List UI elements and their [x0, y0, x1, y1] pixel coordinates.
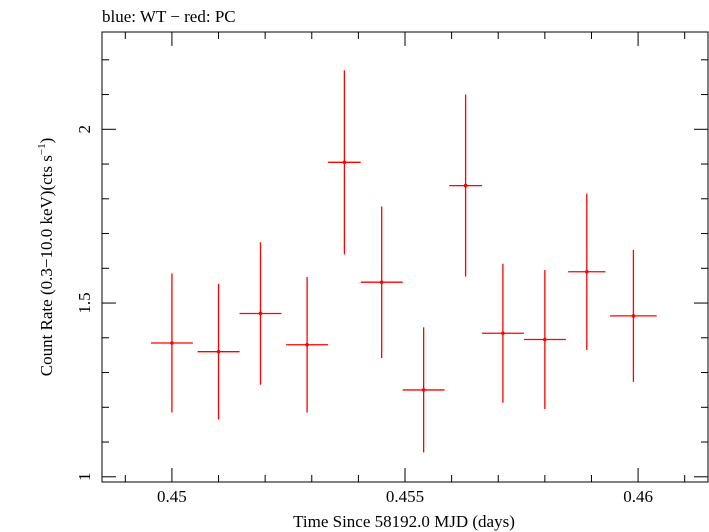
point-marker	[342, 160, 347, 165]
point-marker	[170, 341, 174, 345]
point-marker	[631, 314, 636, 318]
x-axis-label: Time Since 58192.0 MJD (days)	[293, 512, 515, 531]
data-point-pc	[197, 283, 240, 420]
x-tick-label: 0.45	[157, 487, 187, 506]
y-tick-label: 2	[75, 125, 94, 134]
data-point-pc	[328, 70, 361, 255]
y-axis-label: Count Rate (0.3−10.0 keV)(cts s−1)	[36, 138, 56, 377]
axis-ticks: 0.45 0.455 0.46 1 1.5 2	[75, 32, 708, 506]
x-tick-label: 0.455	[386, 487, 424, 506]
data-point-pc	[402, 327, 445, 453]
data-point-pc	[239, 242, 282, 385]
point-marker	[501, 331, 505, 336]
y-tick-label: 1	[75, 473, 94, 482]
x-tick-label: 0.46	[623, 487, 653, 506]
point-marker	[421, 388, 426, 392]
data-point-pc	[481, 263, 524, 403]
data-point-pc	[360, 206, 403, 358]
data-point-pc	[150, 273, 193, 413]
data-point-pc	[523, 270, 566, 410]
point-marker	[463, 183, 468, 188]
y-tick-label: 1.5	[75, 292, 94, 313]
y-axis-label-exponent: −1	[36, 143, 48, 155]
y-axis-label-main: Count Rate (0.3−10.0 keV)(cts s	[37, 155, 56, 376]
data-point-pc	[610, 249, 657, 382]
point-marker	[216, 349, 221, 354]
chart-title: blue: WT − red: PC	[102, 7, 236, 26]
point-marker	[258, 311, 263, 316]
point-marker	[379, 280, 384, 284]
point-marker	[305, 342, 309, 347]
point-marker	[543, 337, 547, 342]
data-marks	[150, 70, 657, 453]
y-axis-label-close: )	[37, 138, 56, 144]
data-point-pc	[449, 94, 482, 277]
data-point-pc	[568, 193, 606, 350]
plot-frame	[101, 31, 709, 483]
data-point-pc	[286, 276, 329, 413]
point-marker	[585, 269, 589, 274]
